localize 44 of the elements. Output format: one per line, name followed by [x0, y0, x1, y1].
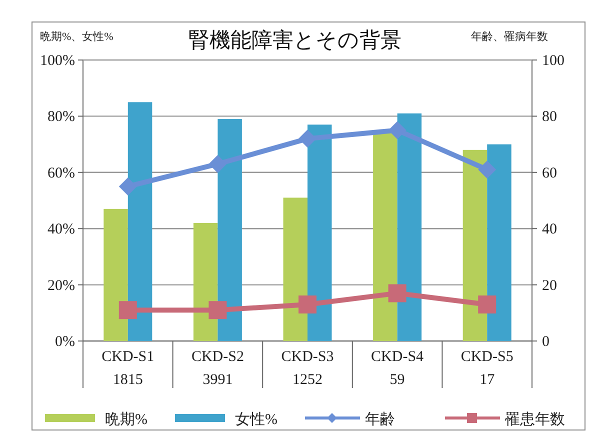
y2-tick-label: 100 [542, 53, 564, 69]
point [298, 130, 316, 148]
y-tick-label: 80% [48, 109, 75, 126]
bar [487, 144, 512, 341]
point [298, 295, 316, 314]
point [208, 301, 227, 320]
bar [193, 222, 218, 341]
bar [462, 150, 488, 341]
point [478, 160, 496, 179]
y-tick-label: 20% [48, 278, 75, 294]
y2-tick-label: 80 [542, 109, 557, 126]
y-tick-label: 60% [48, 165, 75, 182]
legend-label: 晩期% [105, 411, 148, 428]
x-tick-label: CKD-S5 17 [460, 349, 514, 388]
point [118, 301, 137, 320]
y2-tick-label: 60 [542, 165, 557, 182]
y-tick-label: 100% [40, 53, 75, 69]
y2-tick-label: 40 [542, 222, 557, 238]
y2-tick-label: 0 [542, 334, 550, 350]
point [388, 284, 406, 302]
y-tick-label: 0% [55, 334, 75, 350]
x-tick-label: CKD-S1 1815 [102, 349, 154, 388]
bar [373, 133, 398, 341]
bar [397, 113, 422, 341]
bar [308, 124, 332, 341]
x-tick-label: CKD-S3 1252 [281, 349, 334, 388]
legend-label: 年齢 [365, 411, 395, 428]
legend-label: 罹患年数 [504, 411, 565, 428]
y2-axis-title: 年齢、罹病年数 [471, 30, 548, 43]
bar [218, 119, 242, 341]
x-tick-label: CKD-S2 3991 [191, 349, 244, 388]
point [478, 295, 496, 314]
chart-title: 腎機能障害とその背景 [188, 28, 402, 52]
point [208, 154, 227, 173]
y-tick-label: 40% [48, 222, 75, 238]
bar [104, 208, 128, 341]
y2-tick-label: 20 [542, 278, 557, 294]
y-axis-title: 晩期%、女性% [40, 31, 114, 43]
bar [283, 198, 308, 341]
legend-label: 女性% [235, 411, 278, 428]
bar [128, 102, 152, 341]
x-tick-label: CKD-S4 59 [371, 349, 424, 388]
point [118, 177, 137, 196]
point [388, 121, 406, 140]
